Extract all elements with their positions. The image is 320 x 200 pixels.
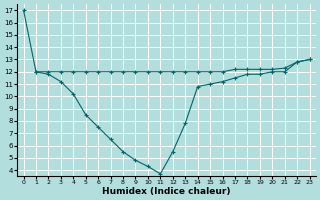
X-axis label: Humidex (Indice chaleur): Humidex (Indice chaleur): [102, 187, 231, 196]
